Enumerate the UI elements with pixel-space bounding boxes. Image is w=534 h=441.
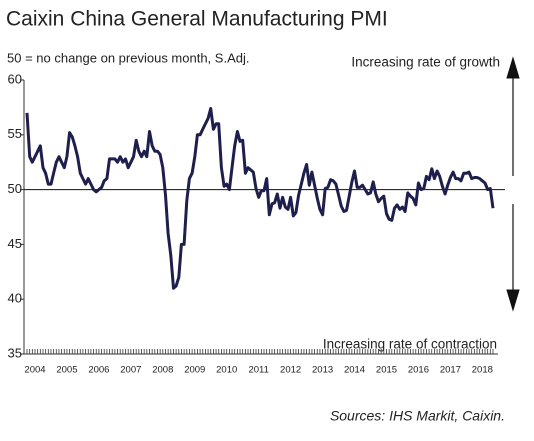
x-tick-label: 2016 [408, 365, 429, 376]
line-series [25, 107, 495, 290]
annotation: Increasing rate of contraction [323, 337, 497, 352]
x-tick-label: 2011 [248, 365, 268, 376]
x-tick-label: 2015 [376, 365, 397, 376]
x-tick-label: 2017 [440, 365, 461, 376]
x-tick-label: 2014 [344, 365, 365, 376]
x-tick-label: 2008 [152, 365, 173, 376]
y-tick-label: 60 [8, 71, 22, 86]
y-tick-label: 40 [8, 291, 22, 306]
chart-title: Caixin China General Manufacturing PMI [6, 8, 388, 31]
x-tick-label: 2006 [88, 365, 109, 376]
y-tick-label: 55 [8, 126, 22, 141]
x-tick-label: 2007 [120, 365, 141, 376]
y-tick-label: 50 [8, 181, 22, 196]
x-tick-label: 2004 [24, 365, 45, 376]
x-tick-label: 2005 [56, 365, 77, 376]
source: Sources: IHS Markit, Caixin. [330, 408, 505, 424]
arrow [506, 56, 520, 312]
y-tick-label: 35 [8, 345, 22, 360]
x-tick-label: 2009 [184, 365, 205, 376]
x-tick-label: 2013 [312, 365, 333, 376]
x-tick-label: 2012 [280, 365, 301, 376]
x-tick-label: 2010 [216, 365, 237, 376]
y-tick-label: 45 [8, 236, 22, 251]
x-tick-label: 2018 [472, 365, 493, 376]
subtitle: 50 = no change on previous month, S.Adj. [7, 50, 249, 65]
annotation: Increasing rate of growth [351, 55, 500, 70]
